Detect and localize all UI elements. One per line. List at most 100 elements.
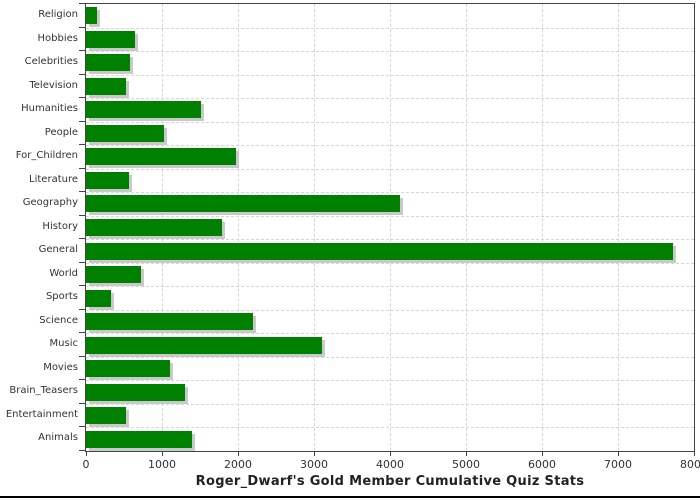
y-axis-label: Animals — [38, 432, 78, 444]
x-axis-tick-label: 2000 — [224, 458, 252, 471]
y-axis-label: Religion — [38, 9, 78, 20]
y-axis-ticks — [79, 3, 85, 453]
y-axis-label: Music — [49, 338, 78, 350]
x-axis: 0 1000 2000 3000 4000 5000 6000 7000 8000 — [82, 452, 700, 476]
bar-humanities — [86, 101, 201, 119]
vertical-gridline — [314, 4, 315, 451]
y-axis-tick — [79, 450, 85, 451]
bar-geography — [86, 195, 400, 213]
y-axis-tick — [79, 144, 85, 146]
horizontal-gridline — [86, 356, 694, 358]
bar-history — [86, 219, 223, 236]
y-axis-tick — [79, 285, 85, 287]
y-axis-label: Sports — [45, 291, 78, 303]
horizontal-gridline — [86, 215, 694, 217]
y-axis-label: Literature — [29, 173, 78, 185]
y-axis-tick — [79, 73, 85, 75]
x-axis-tick — [390, 452, 391, 456]
y-axis-label: Geography — [22, 197, 78, 209]
y-axis-label: Science — [39, 314, 78, 326]
horizontal-gridline — [86, 121, 694, 123]
x-axis-tick-label: 7000 — [604, 458, 632, 471]
y-axis-label: World — [49, 267, 78, 279]
bar-television — [86, 77, 126, 95]
x-axis-tick — [238, 452, 239, 456]
y-axis-tick — [79, 332, 85, 334]
x-axis-tick — [314, 452, 315, 456]
vertical-gridline — [466, 4, 467, 451]
horizontal-gridline — [86, 145, 694, 147]
bar-celebrities — [86, 54, 131, 72]
horizontal-gridline — [86, 98, 694, 100]
horizontal-gridline — [86, 309, 694, 311]
x-axis-tick — [542, 452, 543, 456]
y-axis-label: Entertainment — [5, 408, 78, 420]
bar-movies — [86, 360, 170, 378]
y-axis-label: For_Children — [15, 150, 78, 162]
y-axis-label: Brain_Teasers — [9, 385, 78, 397]
y-axis-label: Hobbies — [37, 32, 78, 44]
x-axis-tick-label: 0 — [82, 458, 90, 471]
y-axis-label: History — [42, 220, 78, 232]
chart-title: Roger_Dwarf's Gold Member Cumulative Qui… — [195, 474, 585, 489]
x-axis-tick — [466, 452, 467, 456]
bar-animals — [86, 430, 193, 448]
y-axis-tick — [79, 214, 85, 216]
horizontal-gridline — [86, 168, 694, 170]
bar-science — [86, 313, 254, 331]
vertical-gridline — [542, 4, 543, 451]
bottom-border-line — [0, 496, 700, 498]
horizontal-gridline — [86, 192, 694, 194]
horizontal-gridline — [86, 262, 694, 264]
y-axis-tick — [79, 355, 85, 357]
y-axis-tick — [79, 426, 85, 428]
y-axis-tick — [79, 26, 85, 28]
horizontal-gridline — [86, 380, 694, 382]
y-axis-tick — [79, 308, 85, 310]
y-axis-tick — [79, 238, 85, 240]
y-axis-label: General — [38, 244, 78, 256]
bar-world — [86, 266, 141, 284]
y-axis-tick — [79, 120, 85, 122]
x-axis-tick-label: 8000 — [680, 458, 700, 471]
y-axis-tick — [79, 97, 85, 99]
vertical-gridline — [390, 4, 391, 451]
y-axis-tick — [79, 167, 85, 169]
x-axis-tick-label: 4000 — [376, 458, 404, 471]
x-axis-tick-label: 5000 — [452, 458, 480, 471]
y-axis-labels: Religion Hobbies Celebrities Television Huma… — [0, 3, 78, 452]
horizontal-gridline — [86, 427, 694, 429]
y-axis-label: Humanities — [21, 103, 78, 115]
y-axis-tick — [79, 3, 85, 4]
bar-brain_teasers — [86, 383, 185, 401]
y-axis-label: Celebrities — [24, 56, 78, 68]
horizontal-gridline — [86, 51, 694, 53]
x-axis-tick — [694, 452, 695, 456]
x-axis-tick-label: 6000 — [528, 458, 556, 471]
horizontal-gridline — [86, 403, 694, 405]
horizontal-gridline — [86, 286, 694, 288]
plot-area — [85, 3, 695, 452]
horizontal-gridline — [86, 27, 694, 29]
y-axis-tick — [79, 402, 85, 404]
x-axis-tick — [86, 452, 87, 456]
y-axis-tick — [79, 191, 85, 193]
horizontal-gridline — [86, 239, 694, 241]
vertical-gridline — [238, 4, 239, 451]
x-axis-tick — [162, 452, 163, 456]
bar-for_children — [86, 148, 236, 166]
bar-general — [86, 242, 674, 260]
horizontal-gridline — [86, 74, 694, 76]
bar-music — [86, 336, 322, 354]
bar-entertainment — [86, 407, 126, 425]
bar-sports — [86, 289, 112, 307]
y-axis-label: People — [44, 126, 78, 138]
bar-religion — [86, 7, 97, 25]
horizontal-gridline — [86, 333, 694, 335]
y-axis-label: Television — [29, 79, 78, 91]
x-axis-tick-label: 3000 — [300, 458, 328, 471]
bar-hobbies — [86, 30, 135, 48]
x-axis-tick — [618, 452, 619, 456]
vertical-gridline — [618, 4, 619, 451]
